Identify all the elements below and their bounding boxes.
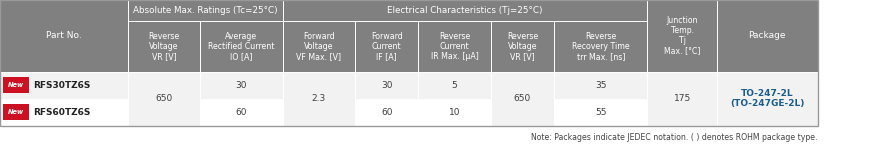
Text: Reverse
Voltage
VR [V]: Reverse Voltage VR [V] bbox=[507, 32, 537, 61]
Bar bbox=[3, 77, 29, 93]
Bar bbox=[418, 99, 490, 126]
Bar bbox=[0, 0, 817, 126]
Bar bbox=[716, 0, 817, 21]
Bar bbox=[554, 72, 647, 99]
Text: 35: 35 bbox=[594, 81, 606, 89]
Bar bbox=[0, 0, 128, 21]
Text: TO-247-2L
(TO-247GE-2L): TO-247-2L (TO-247GE-2L) bbox=[729, 89, 804, 108]
Bar bbox=[647, 72, 716, 126]
Bar bbox=[200, 99, 282, 126]
Bar bbox=[282, 72, 355, 126]
Bar bbox=[3, 104, 29, 120]
Text: Average
Rectified Current
IO [A]: Average Rectified Current IO [A] bbox=[208, 32, 275, 61]
Text: Reverse
Voltage
VR [V]: Reverse Voltage VR [V] bbox=[149, 32, 179, 61]
Text: 2.3: 2.3 bbox=[311, 94, 326, 103]
Text: 10: 10 bbox=[448, 108, 460, 117]
Bar bbox=[418, 72, 490, 99]
Text: 30: 30 bbox=[235, 81, 247, 89]
Bar bbox=[282, 21, 355, 72]
Text: RFS60TZ6S: RFS60TZ6S bbox=[33, 108, 90, 117]
Bar bbox=[128, 72, 200, 126]
Text: Junction
Temp.
Tj
Max. [°C]: Junction Temp. Tj Max. [°C] bbox=[663, 16, 700, 55]
Bar bbox=[282, 0, 647, 21]
Text: Electrical Characteristics (Tj=25°C): Electrical Characteristics (Tj=25°C) bbox=[387, 6, 542, 15]
Bar bbox=[716, 0, 817, 72]
Bar bbox=[490, 21, 554, 72]
Text: Forward
Current
IF [A]: Forward Current IF [A] bbox=[370, 32, 402, 61]
Bar bbox=[0, 72, 128, 99]
Text: Note: Packages indicate JEDEC notation. ( ) denotes ROHM package type.: Note: Packages indicate JEDEC notation. … bbox=[531, 133, 817, 142]
Text: 30: 30 bbox=[381, 81, 392, 89]
Bar bbox=[200, 72, 282, 99]
Bar bbox=[200, 21, 282, 72]
Bar bbox=[355, 21, 418, 72]
Bar bbox=[716, 72, 817, 126]
Text: 650: 650 bbox=[156, 94, 172, 103]
Bar bbox=[418, 21, 490, 72]
Text: Forward
Voltage
VF Max. [V]: Forward Voltage VF Max. [V] bbox=[296, 32, 341, 61]
Bar bbox=[355, 99, 418, 126]
Bar bbox=[0, 99, 128, 126]
Bar bbox=[0, 0, 128, 72]
Text: Reverse
Recovery Time
trr Max. [ns]: Reverse Recovery Time trr Max. [ns] bbox=[571, 32, 629, 61]
Bar bbox=[554, 21, 647, 72]
Text: RFS30TZ6S: RFS30TZ6S bbox=[33, 81, 90, 89]
Text: Part No.: Part No. bbox=[46, 31, 82, 40]
Bar bbox=[355, 72, 418, 99]
Bar bbox=[647, 0, 716, 72]
Bar bbox=[490, 72, 554, 126]
Text: 60: 60 bbox=[381, 108, 392, 117]
Text: 650: 650 bbox=[514, 94, 530, 103]
Text: 5: 5 bbox=[451, 81, 457, 89]
Bar bbox=[128, 0, 282, 21]
Text: 175: 175 bbox=[673, 94, 690, 103]
Text: 55: 55 bbox=[594, 108, 606, 117]
Text: Package: Package bbox=[747, 31, 786, 40]
Text: Reverse
Current
IR Max. [μA]: Reverse Current IR Max. [μA] bbox=[430, 32, 478, 61]
Text: Absolute Max. Ratings (Tc=25°C): Absolute Max. Ratings (Tc=25°C) bbox=[133, 6, 277, 15]
Text: New: New bbox=[8, 82, 24, 88]
Bar bbox=[647, 0, 716, 21]
Bar bbox=[554, 99, 647, 126]
Text: New: New bbox=[8, 109, 24, 115]
Text: 60: 60 bbox=[235, 108, 247, 117]
Bar bbox=[128, 21, 200, 72]
